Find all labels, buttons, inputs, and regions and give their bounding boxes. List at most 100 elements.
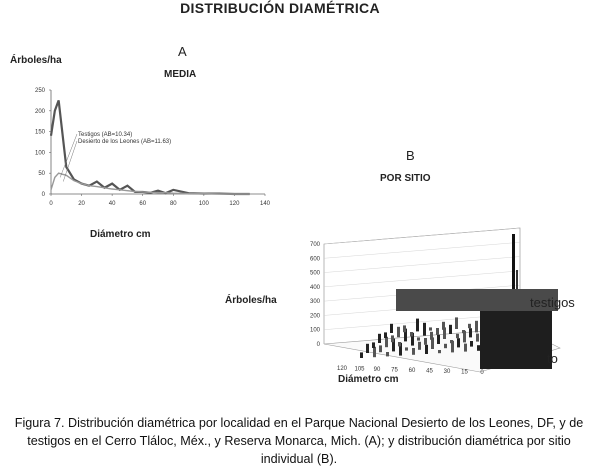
chart-b-gridline <box>323 256 521 273</box>
chart-b-bar <box>425 344 428 354</box>
chart-b-xlabel: Diámetro cm <box>338 374 399 385</box>
chart-a-series-line-0 <box>49 100 250 196</box>
chart-b-gridline <box>323 227 521 245</box>
chart-b-bar <box>464 343 467 352</box>
chart-b-bar <box>436 328 439 335</box>
chart-b-z-tick-label: 600 <box>310 256 321 262</box>
chart-a-x-tick-label: 20 <box>78 201 85 207</box>
chart-b-x-tick-label: 75 <box>391 368 398 374</box>
chart-b-gridline <box>323 270 521 288</box>
chart-b-z-tick-label: 700 <box>310 242 321 248</box>
chart-b-bar <box>366 343 369 353</box>
chart-b-bar <box>392 338 395 352</box>
chart-b: 0 100 200 300 400 500 600 700 120 105 90 75 60 45 30 15… <box>310 227 575 376</box>
chart-a-y-tick-label: 0 <box>42 192 46 198</box>
chart-b-bar <box>470 341 473 347</box>
chart-b-bar <box>399 342 402 356</box>
chart-a-x-tick-label: 40 <box>109 201 116 207</box>
chart-a-y-tick-label: 100 <box>35 150 46 156</box>
chart-b-bar <box>417 337 420 341</box>
chart-b-bar <box>379 345 382 353</box>
chart-b-legend-block <box>480 311 552 369</box>
chart-b-bar <box>397 326 400 338</box>
chart-b-bar <box>411 332 414 346</box>
chart-b-z-tick-label: 100 <box>310 328 321 334</box>
chart-a-legend-entry-0: Testigos (AB=10.34) <box>78 132 132 138</box>
chart-b-bar <box>469 328 472 338</box>
chart-b-z-tick-label: 300 <box>310 299 321 305</box>
chart-a-x-tick-label: 120 <box>229 201 240 207</box>
chart-a-x-tick-label: 100 <box>199 201 210 207</box>
chart-b-bar <box>462 330 465 334</box>
chart-b-bar <box>438 350 441 354</box>
chart-b-x-tick-label: 45 <box>426 369 433 375</box>
chart-b-bar <box>443 327 446 339</box>
chart-a-y-tick-label: 200 <box>35 109 46 115</box>
chart-a-xlabel: Diámetro cm <box>90 229 151 240</box>
chart-a-legend-entry-1: Desierto de los Leones (AB=11.63) <box>78 139 171 145</box>
chart-a-legend-pointer <box>59 133 78 178</box>
chart-b-x-tick-label: 105 <box>354 367 365 373</box>
chart-b-gridline <box>323 242 521 259</box>
chart-b-bar <box>410 332 413 337</box>
chart-b-bar <box>468 323 471 329</box>
chart-b-bar <box>372 342 375 348</box>
chart-b-bar <box>390 323 393 333</box>
chart-b-z-tick-label: 500 <box>310 271 321 277</box>
chart-b-bar <box>404 328 407 342</box>
panel-b-letter: B <box>406 148 415 163</box>
chart-b-x-tick-label: 90 <box>374 367 381 373</box>
chart-b-bar <box>442 321 445 330</box>
chart-b-bar <box>412 348 415 355</box>
chart-b-bar <box>444 343 447 349</box>
figure-caption: Figura 7. Distribución diamétrica por lo… <box>14 416 584 466</box>
chart-b-bar <box>477 345 480 351</box>
chart-b-bar <box>437 334 440 344</box>
chart-b-bar <box>463 330 466 343</box>
chart-b-legend-box <box>396 289 558 311</box>
chart-b-x-tick-label: 120 <box>337 366 348 372</box>
chart-b-bar <box>455 317 458 329</box>
chart-b-bar <box>456 333 459 339</box>
chart-b-bar <box>512 234 515 330</box>
figure-title: DISTRIBUCIÓN DIAMÉTRICA <box>180 0 380 16</box>
chart-b-bar <box>429 327 432 331</box>
chart-b-bar <box>424 338 427 345</box>
chart-b-bar <box>449 324 452 334</box>
chart-b-x-tick-label: 60 <box>409 368 416 374</box>
chart-b-legend-entry-1: to <box>547 351 558 366</box>
chart-b-z-tick-label: 400 <box>310 285 321 291</box>
panel-b-subtitle: POR SITIO <box>380 173 431 184</box>
chart-b-bar <box>457 338 460 348</box>
chart-a-x-tick-label: 140 <box>260 201 271 207</box>
panel-a-letter: A <box>178 44 187 59</box>
chart-a-series-line-1 <box>50 172 250 195</box>
chart-a-y-tick-label: 50 <box>38 171 45 177</box>
chart-b-bar <box>430 331 433 340</box>
chart-b-bar <box>385 336 388 348</box>
chart-b-bar <box>386 352 389 357</box>
chart-a-y-tick-label: 250 <box>35 88 46 94</box>
chart-b-bar <box>431 337 434 349</box>
panel-a-subtitle: MEDIA <box>164 69 197 80</box>
chart-b-x-tick-label: 15 <box>461 370 468 376</box>
chart-a-y-tick-label: 150 <box>35 130 46 136</box>
chart-b-legend-entry-0: testigos <box>530 295 575 310</box>
chart-b-bar <box>418 341 421 350</box>
chart-b-bar <box>398 342 401 347</box>
chart-b-bar <box>403 325 406 333</box>
chart-a-x-tick-label: 0 <box>49 201 53 207</box>
chart-b-bar <box>405 347 408 351</box>
chart-b-x-tick-label: 30 <box>444 369 451 375</box>
chart-b-bar <box>360 352 363 358</box>
chart-a-x-tick-label: 60 <box>139 201 146 207</box>
chart-a-x-tick-label: 80 <box>170 201 177 207</box>
chart-b-bar <box>373 346 376 358</box>
chart-a-ylabel: Árboles/ha <box>10 55 62 66</box>
chart-b-bar <box>423 322 426 336</box>
chart-b-bar <box>384 332 387 338</box>
chart-b-z-tick-label: 200 <box>310 313 321 319</box>
chart-a: 0 50 100 150 200 250 0 20 40 60 80 100 120 140 Testigo… <box>35 88 271 207</box>
chart-b-bar <box>476 333 479 342</box>
chart-b-bar <box>475 320 478 333</box>
